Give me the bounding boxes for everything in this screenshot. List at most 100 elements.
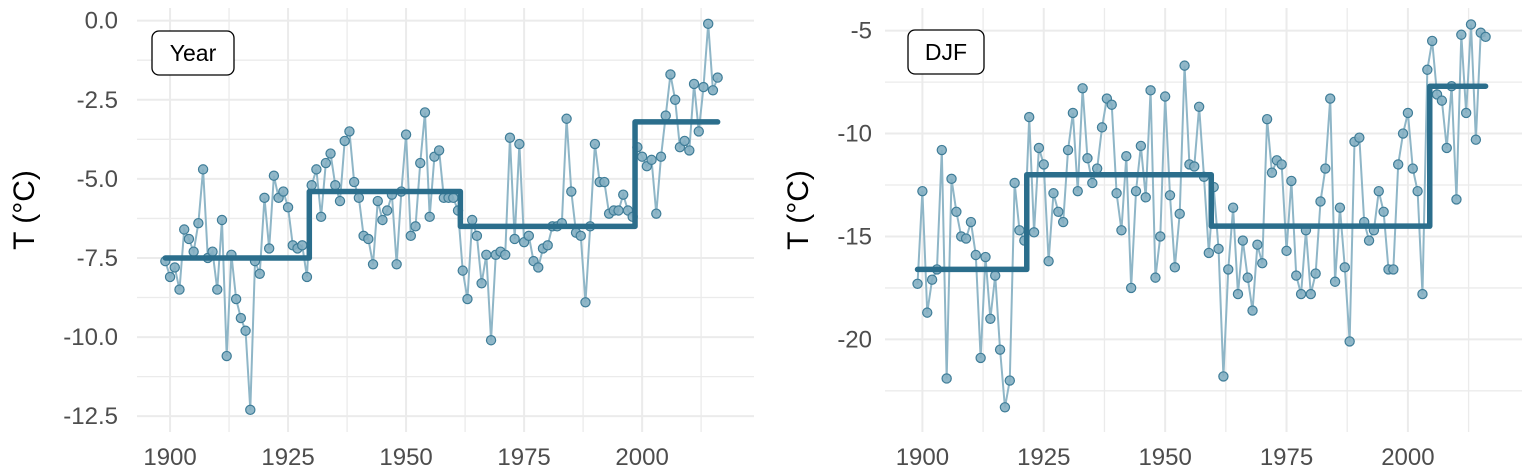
data-point [1159,91,1171,102]
data-point [462,293,473,305]
data-point [221,350,232,362]
data-point [193,217,204,229]
data-point [419,107,431,118]
y-tick-label: -20 [837,326,872,353]
data-point [1164,190,1176,201]
data-point [1460,107,1472,119]
data-point [400,129,412,140]
data-point [1247,305,1258,316]
data-point [1329,276,1341,287]
data-point [1286,175,1297,187]
data-point [367,259,379,270]
data-point [1310,268,1321,279]
data-point [1388,264,1399,275]
data-point [1373,185,1384,197]
x-tick-label: 1900 [896,444,949,471]
data-point [514,138,525,150]
data-point [1174,208,1185,220]
data-point [1295,288,1307,300]
data-point [1067,107,1079,119]
data-point [235,312,247,324]
panel-label: Year [170,40,217,66]
data-point [391,259,402,270]
data-point [533,262,544,273]
data-point [655,151,667,162]
data-point [1150,272,1161,283]
data-point [240,325,251,336]
data-point [1038,159,1049,170]
data-point [174,284,185,295]
data-point [1014,225,1025,236]
data-point [1397,128,1409,139]
data-point [1266,167,1278,178]
data-point [970,249,981,261]
x-tick-label: 1950 [1138,444,1191,471]
data-point [259,192,270,204]
data-point [1363,235,1375,246]
data-point [1028,227,1040,238]
data-point [1062,144,1074,156]
data-point [922,307,933,318]
data-point [1344,336,1355,347]
data-point [1232,288,1244,300]
data-point [1378,206,1389,217]
data-point [457,265,468,276]
data-point [693,126,704,137]
data-point [1087,177,1098,189]
data-point [268,170,280,181]
data-point [1470,134,1482,145]
data-point [1203,247,1215,259]
data-point [278,186,289,197]
data-point [448,192,459,204]
data-point [1392,159,1404,170]
data-point [1111,188,1122,199]
data-point [344,126,355,137]
data-point [325,148,336,159]
data-point [381,205,393,216]
data-point [960,233,972,244]
data-point [1135,140,1147,152]
x-tick-label: 1900 [143,444,196,471]
data-point [1009,177,1020,189]
data-point [941,373,952,384]
data-point [1121,150,1132,162]
data-point [188,246,199,257]
data-point [1169,262,1181,273]
data-point [542,240,553,251]
data-point [1072,185,1083,197]
data-point [946,173,957,185]
y-tick-label: -10.0 [63,324,118,351]
data-point [301,271,313,283]
data-point [1480,31,1491,43]
data-point [315,211,327,223]
data-point [1077,83,1088,94]
data-point [1315,196,1326,207]
data-point [415,157,426,169]
data-point [936,144,948,156]
data-point [1223,264,1234,275]
data-point [509,233,520,245]
data-point [476,278,487,289]
data-point [1407,163,1418,174]
data-point [703,18,714,30]
data-point [297,240,308,251]
data-point [561,113,572,124]
data-point [1155,231,1166,242]
data-point [1057,216,1069,228]
data-point [405,230,417,242]
y-tick-label: 0.0 [85,8,118,35]
data-point [1145,85,1156,96]
data-point [1125,282,1137,294]
data-point [618,189,629,200]
data-point [1023,111,1035,123]
y-tick-label: -12.5 [63,403,118,430]
data-point [1291,270,1302,281]
data-point [1276,159,1287,170]
data-point [1339,262,1350,273]
data-point [917,185,928,197]
data-point [712,72,723,83]
data-point [1043,255,1054,267]
data-point [433,145,445,156]
data-point [1320,163,1331,174]
data-point [646,154,657,166]
